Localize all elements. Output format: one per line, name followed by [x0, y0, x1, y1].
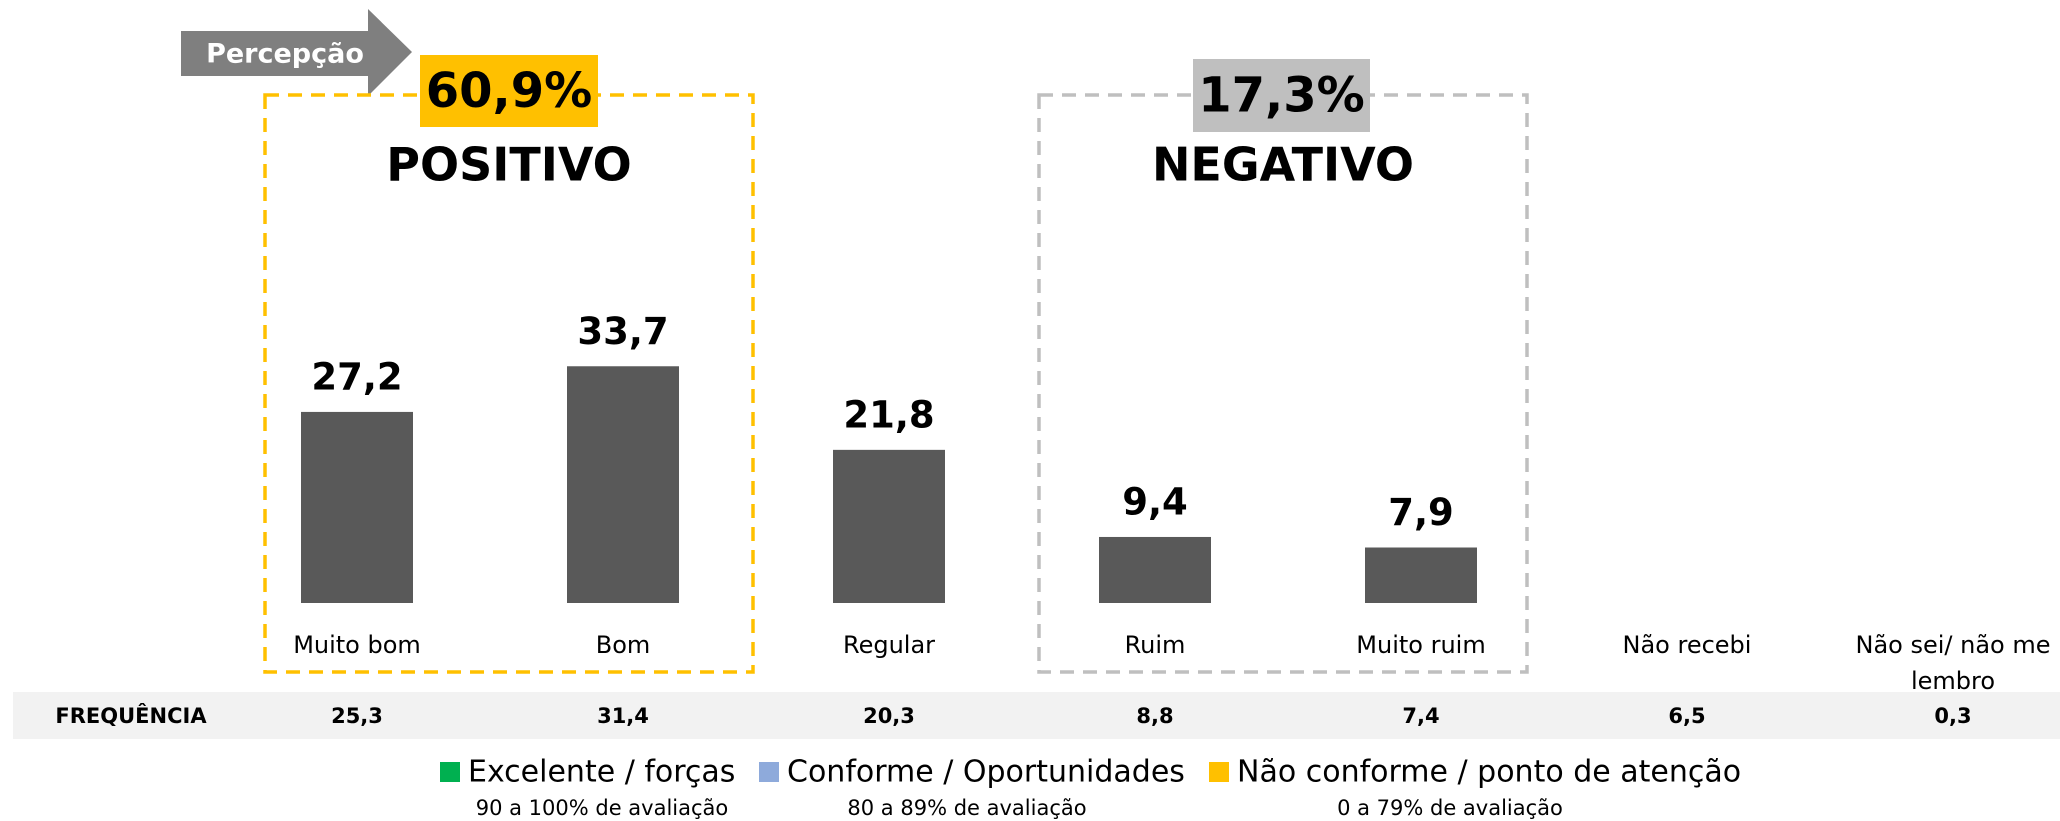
legend-note: 80 a 89% de avaliação — [847, 796, 1086, 820]
bar — [1099, 536, 1211, 603]
frequency-band — [13, 692, 2060, 739]
x-tick-label: Bom — [595, 631, 651, 659]
legend-label: Conforme / Oportunidades — [787, 755, 1185, 790]
group-total: 60,9% — [426, 63, 593, 119]
frequency-value: 31,4 — [597, 704, 649, 728]
value-label: 33,7 — [577, 310, 668, 353]
legend-note: 90 a 100% de avaliação — [476, 796, 729, 820]
bar — [1365, 547, 1477, 603]
group-title: NEGATIVO — [1152, 138, 1414, 192]
legend-note: 0 a 79% de avaliação — [1337, 796, 1563, 820]
legend-label: Não conforme / ponto de atenção — [1237, 755, 1741, 790]
x-tick-label: Muito bom — [293, 631, 421, 659]
frequency-value: 0,3 — [1934, 704, 1971, 728]
group-total: 17,3% — [1198, 68, 1365, 124]
frequency-value: 20,3 — [863, 704, 915, 728]
legend-swatch — [759, 762, 779, 782]
frequency-value: 6,5 — [1668, 704, 1705, 728]
legend-label: Excelente / forças — [468, 755, 735, 790]
x-tick-label: Ruim — [1124, 631, 1186, 659]
bar — [301, 411, 413, 603]
x-tick-label: Não recebi — [1622, 631, 1752, 659]
value-label: 9,4 — [1122, 480, 1188, 523]
frequency-value: 7,4 — [1402, 704, 1439, 728]
group-badge — [420, 55, 598, 127]
bar — [833, 449, 945, 603]
bar — [567, 366, 679, 603]
badge: Percepção — [206, 39, 364, 70]
arrow — [181, 9, 412, 96]
legend-swatch — [440, 762, 460, 782]
group-badge — [1193, 59, 1370, 132]
frequency-label: FREQUÊNCIA — [55, 703, 207, 728]
frequency-value: 25,3 — [331, 704, 383, 728]
value-label: 21,8 — [843, 393, 934, 436]
legend-swatch — [1209, 762, 1229, 782]
value-label: 7,9 — [1388, 491, 1454, 534]
value-label: 27,2 — [311, 355, 402, 398]
x-tick-label: Não sei/ não me lembro — [1855, 631, 2051, 695]
x-tick-label: Muito ruim — [1356, 631, 1486, 659]
group-title: POSITIVO — [386, 138, 631, 192]
x-tick-label: Regular — [842, 631, 936, 659]
frequency-value: 8,8 — [1136, 704, 1173, 728]
